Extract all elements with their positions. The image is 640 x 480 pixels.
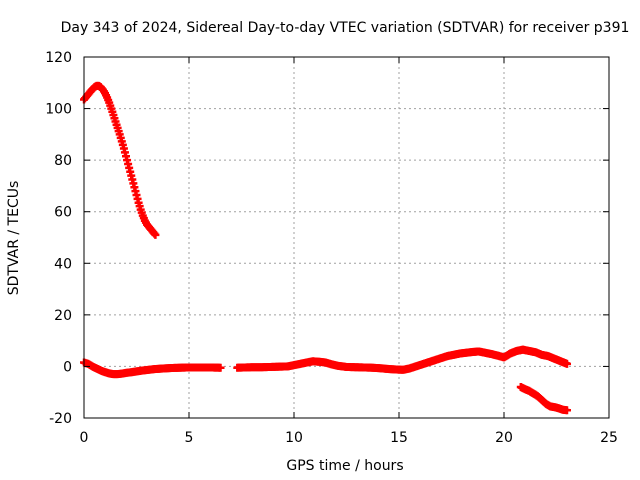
y-axis-label: SDTVAR / TECUs: [6, 181, 22, 296]
data-point: [563, 406, 571, 415]
y-tick-label: 40: [54, 256, 72, 272]
data-point: [151, 230, 160, 239]
data-point: [216, 363, 225, 372]
chart-title: Day 343 of 2024, Sidereal Day-to-day VTE…: [61, 20, 630, 36]
x-tick-label: 10: [285, 430, 303, 446]
x-axis-label: GPS time / hours: [286, 458, 403, 474]
series-arc-3: [233, 345, 571, 374]
x-tick-label: 5: [185, 430, 194, 446]
y-tick-label: 100: [45, 102, 72, 118]
data-point: [563, 359, 571, 368]
y-tick-label: 20: [54, 308, 72, 324]
series-arc-4: [516, 383, 571, 415]
axis-ticks: 0 5 10 15 20 25 -20 0 20 40 60 80 100 120: [45, 50, 618, 446]
y-tick-label: 0: [63, 359, 72, 375]
y-tick-label: -20: [49, 411, 72, 427]
x-tick-label: 15: [390, 430, 408, 446]
series-arc-1: [80, 81, 160, 239]
data-points: [80, 81, 571, 415]
y-tick-label: 80: [54, 153, 72, 169]
plot-frame: [83, 56, 610, 419]
x-tick-label: 20: [495, 430, 513, 446]
x-tick-label: 25: [600, 430, 618, 446]
x-tick-label: 0: [80, 430, 89, 446]
y-tick-label: 120: [45, 50, 72, 66]
series-arc-2: [80, 358, 225, 379]
y-tick-label: 60: [54, 205, 72, 221]
